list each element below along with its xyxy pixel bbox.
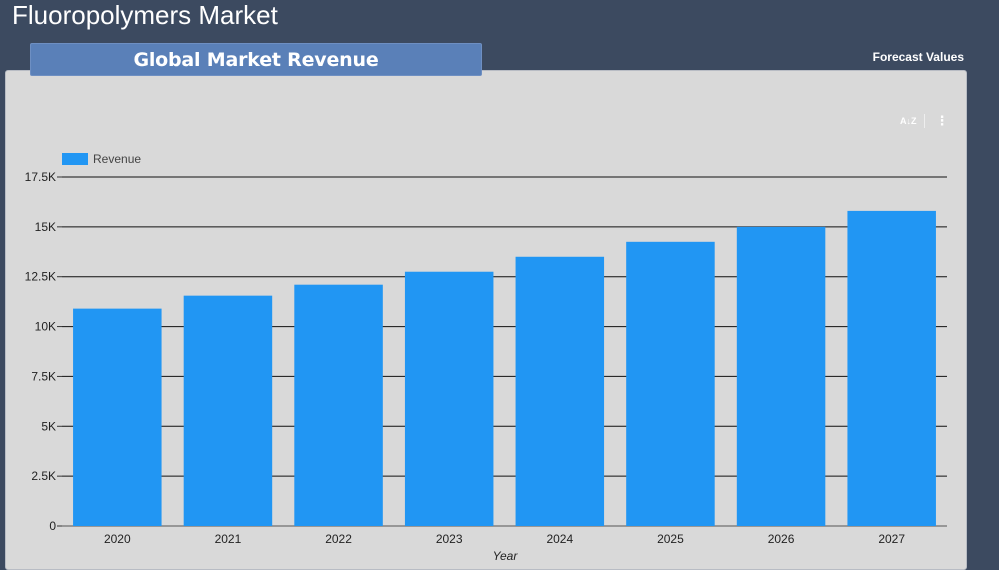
page-title: Fluoropolymers Market — [12, 0, 278, 30]
x-axis-title: Year — [493, 549, 519, 563]
y-tick-label: 10K — [35, 320, 56, 334]
bar-2023[interactable] — [404, 271, 494, 526]
y-tick-label: 15K — [35, 220, 56, 234]
more-options-icon[interactable]: ⋮ — [935, 113, 949, 128]
y-tick-label: 7.5K — [31, 369, 56, 383]
legend-swatch-revenue — [62, 153, 88, 165]
x-tick-label: 2025 — [657, 532, 684, 546]
y-tick-label: 0 — [49, 519, 56, 533]
x-tick-label: 2027 — [878, 532, 905, 546]
x-tick-label: 2023 — [436, 532, 463, 546]
legend-label-revenue: Revenue — [93, 152, 141, 166]
legend: Revenue — [62, 152, 141, 166]
toolbar-divider — [924, 114, 925, 128]
bar-2022[interactable] — [294, 284, 383, 526]
y-tick-label: 2.5K — [31, 469, 56, 483]
x-axis-ticks: 2020 2021 2022 2023 2024 2025 2026 2027 — [104, 532, 905, 546]
sort-az-icon[interactable]: A↓Z — [900, 116, 917, 126]
bar-2026[interactable] — [736, 226, 826, 526]
global-market-revenue-tab[interactable]: Global Market Revenue — [30, 43, 482, 76]
bars — [73, 210, 936, 527]
y-axis-ticks: 0 2.5K 5K 7.5K 10K 12.5K 15K 17.5K — [25, 170, 57, 533]
bar-2025[interactable] — [626, 241, 715, 527]
x-tick-label: 2026 — [768, 532, 795, 546]
x-tick-label: 2024 — [546, 532, 573, 546]
x-tick-label: 2021 — [215, 532, 242, 546]
bar-2024[interactable] — [515, 256, 605, 526]
y-tick-label: 17.5K — [25, 170, 56, 184]
x-tick-label: 2022 — [325, 532, 352, 546]
forecast-values-link[interactable]: Forecast Values — [872, 50, 964, 64]
bar-2020[interactable] — [73, 308, 162, 526]
y-tick-label: 5K — [41, 419, 56, 433]
bar-2021[interactable] — [183, 295, 273, 526]
bar-2027[interactable] — [847, 210, 936, 526]
chart-toolbar: A↓Z ⋮ — [900, 112, 949, 130]
y-tick-label: 12.5K — [25, 270, 56, 284]
x-tick-label: 2020 — [104, 532, 131, 546]
